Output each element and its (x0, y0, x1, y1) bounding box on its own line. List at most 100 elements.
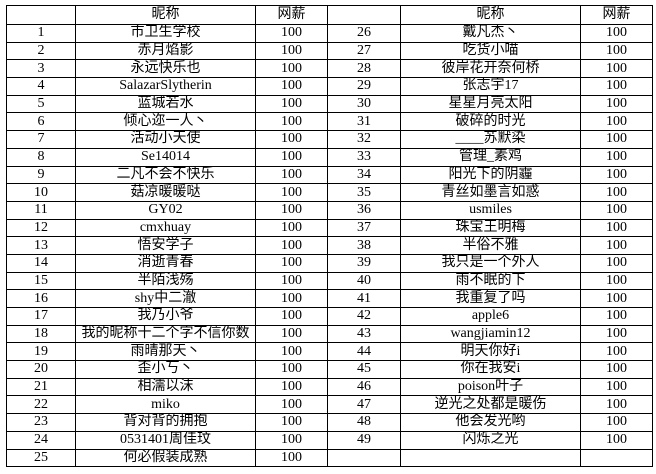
nickname-cell: 相濡以沫 (75, 377, 256, 397)
nickname-cell: 我的昵称十二个字不信你数 (75, 324, 256, 344)
table-row: 13 悟安学子 100 38 半俗不雅 100 (6, 236, 653, 255)
nickname-cell: usmiles (400, 200, 581, 220)
table-row: 10 菇凉暖暖哒 100 35 青丝如墨言如惑 100 (6, 183, 653, 202)
rank-cell: 48 (327, 413, 401, 432)
salary-cell: 100 (255, 289, 328, 308)
salary-cell: 100 (255, 77, 328, 96)
nickname-cell: 永远快乐也 (75, 59, 256, 79)
table-row: 9 二凡不会不快乐 100 34 阳光下的阴霾 100 (6, 165, 653, 185)
rank-cell: 30 (327, 94, 401, 114)
salary-cell: 100 (580, 200, 653, 220)
salary-cell: 100 (255, 41, 328, 61)
nickname-cell: 珠宝王明梅 (400, 218, 581, 238)
rank-cell: 37 (327, 218, 401, 238)
nickname-cell: apple6 (400, 307, 581, 326)
rank-cell: 1 (6, 24, 76, 43)
nickname-cell: 菇凉暖暖哒 (75, 183, 256, 202)
nickname-cell: SalazarSlytherin (75, 77, 256, 96)
salary-cell: 100 (255, 271, 328, 291)
rank-cell: 7 (6, 130, 76, 149)
header-salary-left: 网薪 (255, 5, 328, 25)
salary-cell: 100 (255, 130, 328, 149)
salary-cell: 100 (255, 165, 328, 185)
salary-cell: 100 (580, 289, 653, 308)
salary-cell: 100 (580, 147, 653, 167)
salary-cell: 100 (580, 253, 653, 273)
rank-cell: 45 (327, 360, 401, 379)
rank-cell: 34 (327, 165, 401, 185)
salary-cell: 100 (255, 413, 328, 432)
header-nickname-left: 昵称 (75, 5, 256, 25)
header-nickname-right: 昵称 (400, 5, 581, 25)
rank-cell: 40 (327, 271, 401, 291)
rank-cell: 13 (6, 236, 76, 255)
salary-cell: 100 (255, 448, 328, 468)
nickname-cell: 消逝青春 (75, 253, 256, 273)
salary-cell: 100 (580, 395, 653, 415)
salary-cell: 100 (255, 94, 328, 114)
rank-cell: 27 (327, 41, 401, 61)
salary-cell: 100 (580, 24, 653, 43)
salary-cell: 100 (255, 59, 328, 79)
table-row: 16 shy中二澈 100 41 我重复了吗 100 (6, 289, 653, 308)
table-row: 20 歪小丂丶 100 45 你在我安i 100 (6, 360, 653, 379)
table-row: 18 我的昵称十二个字不信你数 100 43 wangjiamin12 100 (6, 324, 653, 344)
salary-cell: 100 (580, 218, 653, 238)
rank-cell: 35 (327, 183, 401, 202)
rank-cell: 39 (327, 253, 401, 273)
salary-cell: 100 (580, 130, 653, 149)
nickname-cell: 半俗不雅 (400, 236, 581, 255)
nickname-cell: 彼岸花开奈何桥 (400, 59, 581, 79)
rank-cell (327, 448, 401, 468)
rank-cell: 44 (327, 342, 401, 362)
salary-cell: 100 (255, 377, 328, 397)
nickname-cell: shy中二澈 (75, 289, 256, 308)
table-row: 23 背对背的拥抱 100 48 他会发光哟 100 (6, 413, 653, 432)
table-row: 24 0531401周佳玟 100 49 闪烁之光 100 (6, 430, 653, 450)
salary-cell: 100 (580, 94, 653, 114)
nickname-cell: 歪小丂丶 (75, 360, 256, 379)
rank-cell: 2 (6, 41, 76, 61)
table-row: 4 SalazarSlytherin 100 29 张志宇17 100 (6, 77, 653, 96)
nickname-cell: 破碎的时光 (400, 112, 581, 132)
rank-cell: 23 (6, 413, 76, 432)
nickname-cell: miko (75, 395, 256, 415)
nickname-cell: 闪烁之光 (400, 430, 581, 450)
rank-cell: 4 (6, 77, 76, 96)
nickname-cell: 他会发光哟 (400, 413, 581, 432)
table-row: 2 赤月焰影 100 27 吃货小喵 100 (6, 41, 653, 61)
nickname-cell: 半陌浅殇 (75, 271, 256, 291)
salary-cell: 100 (580, 342, 653, 362)
nickname-cell: 0531401周佳玟 (75, 430, 256, 450)
rank-cell: 25 (6, 448, 76, 468)
rank-cell: 10 (6, 183, 76, 202)
nickname-cell: 雨不眠的下 (400, 271, 581, 291)
nickname-cell: 戴凡杰丶 (400, 24, 581, 43)
roster-table: 昵称 网薪 昵称 网薪 1 市卫生学校 100 26 戴凡杰丶 100 2 赤月焰影 100 27… (6, 5, 653, 468)
nickname-cell: 星星月亮太阳 (400, 94, 581, 114)
rank-cell: 49 (327, 430, 401, 450)
rank-cell: 12 (6, 218, 76, 238)
nickname-cell: 何必假装成熟 (75, 448, 256, 468)
salary-cell: 100 (580, 59, 653, 79)
rank-cell: 43 (327, 324, 401, 344)
nickname-cell: 张志宇17 (400, 77, 581, 96)
nickname-cell: 我乃小爷 (75, 307, 256, 326)
salary-cell: 100 (580, 77, 653, 96)
salary-cell: 100 (255, 218, 328, 238)
nickname-cell: GY02 (75, 200, 256, 220)
rank-cell: 22 (6, 395, 76, 415)
rank-cell: 32 (327, 130, 401, 149)
table-row: 12 cmxhuay 100 37 珠宝王明梅 100 (6, 218, 653, 238)
rank-cell: 20 (6, 360, 76, 379)
salary-cell: 100 (255, 24, 328, 43)
rank-cell: 46 (327, 377, 401, 397)
salary-cell: 100 (255, 253, 328, 273)
salary-cell: 100 (580, 112, 653, 132)
rank-cell: 9 (6, 165, 76, 185)
table-row: 15 半陌浅殇 100 40 雨不眠的下 100 (6, 271, 653, 291)
rank-cell: 11 (6, 200, 76, 220)
table-row: 14 消逝青春 100 39 我只是一个外人 100 (6, 253, 653, 273)
salary-cell: 100 (580, 430, 653, 450)
nickname-cell: 倾心迩一人丶 (75, 112, 256, 132)
